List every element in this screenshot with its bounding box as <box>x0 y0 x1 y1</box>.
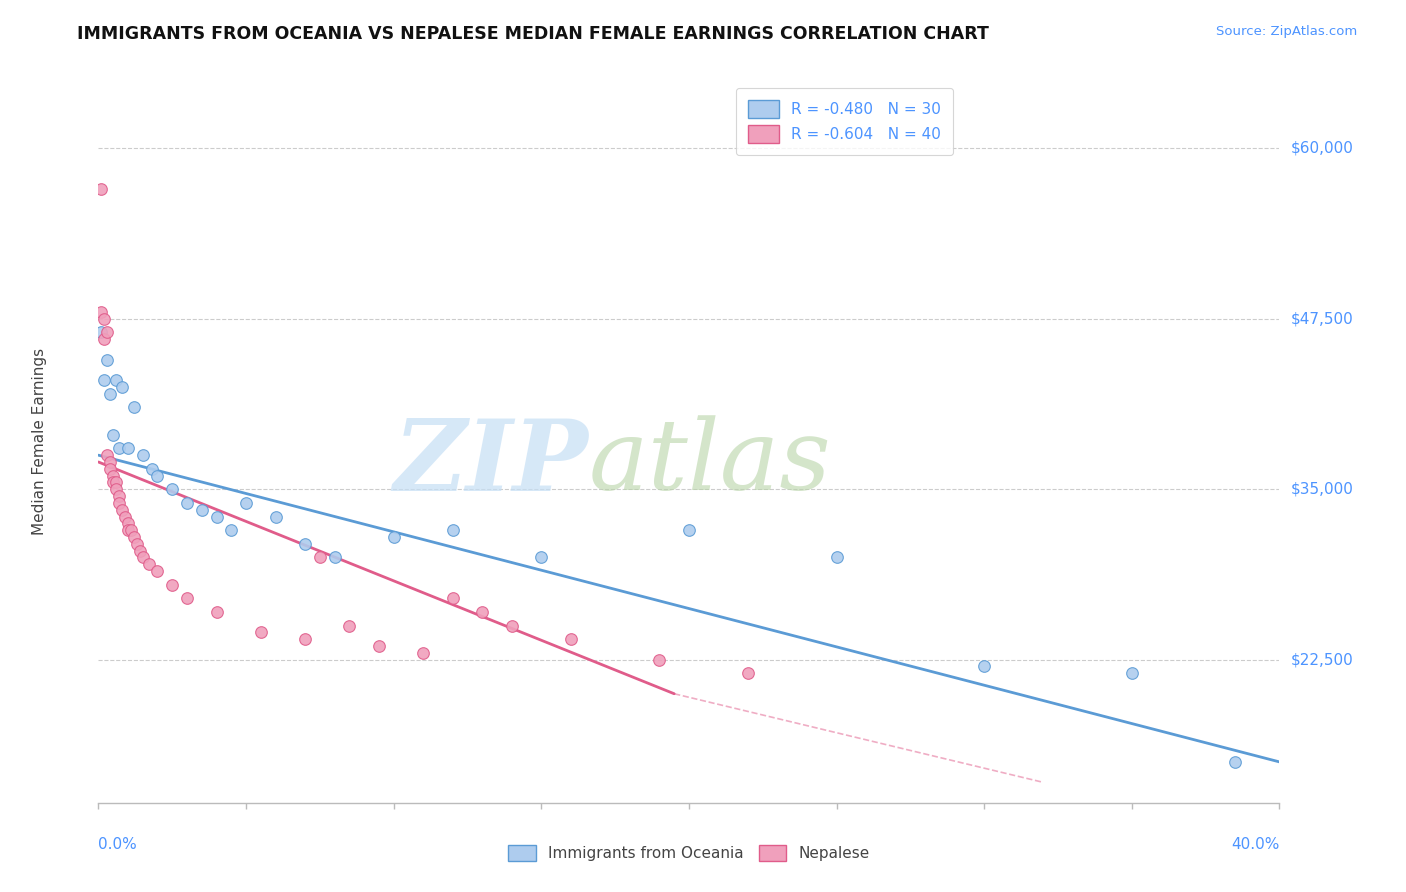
Point <box>111 380 134 394</box>
Text: IMMIGRANTS FROM OCEANIA VS NEPALESE MEDIAN FEMALE EARNINGS CORRELATION CHART: IMMIGRANTS FROM OCEANIA VS NEPALESE MEDI… <box>77 25 990 43</box>
Point <box>825 550 848 565</box>
Point <box>117 442 139 456</box>
Point <box>264 509 287 524</box>
Point <box>103 475 125 490</box>
Point <box>146 468 169 483</box>
Point <box>339 618 361 632</box>
Point <box>103 427 125 442</box>
Point <box>309 550 332 565</box>
Point <box>648 653 671 667</box>
Point <box>93 373 115 387</box>
Point <box>103 468 125 483</box>
Text: ZIP: ZIP <box>394 415 589 511</box>
Point <box>98 387 121 401</box>
Point <box>96 352 118 367</box>
Point <box>382 530 405 544</box>
Point <box>93 311 115 326</box>
Point <box>138 558 160 572</box>
Point <box>191 502 214 516</box>
Point <box>162 482 183 496</box>
Point <box>146 564 169 578</box>
Point <box>98 462 121 476</box>
Point <box>441 523 464 537</box>
Text: $60,000: $60,000 <box>1291 141 1354 156</box>
Point <box>111 502 134 516</box>
Point <box>294 537 316 551</box>
Point <box>90 305 112 319</box>
Point <box>141 462 163 476</box>
Point <box>530 550 553 565</box>
Point <box>90 326 112 340</box>
Point <box>96 448 118 462</box>
Point <box>737 666 759 681</box>
Point <box>501 618 523 632</box>
Point <box>678 523 700 537</box>
Point <box>117 516 139 531</box>
Point <box>221 523 243 537</box>
Point <box>132 550 155 565</box>
Point <box>105 475 128 490</box>
Point <box>96 326 118 340</box>
Point <box>93 332 115 346</box>
Point <box>162 577 183 591</box>
Text: 0.0%: 0.0% <box>98 837 138 852</box>
Point <box>120 523 142 537</box>
Point <box>1225 755 1247 769</box>
Point <box>412 646 434 660</box>
Point <box>108 496 131 510</box>
Text: atlas: atlas <box>589 416 831 511</box>
Point <box>973 659 995 673</box>
Point <box>176 591 198 606</box>
Point <box>250 625 273 640</box>
Point <box>294 632 316 647</box>
Point <box>108 442 131 456</box>
Legend: Immigrants from Oceania, Nepalese: Immigrants from Oceania, Nepalese <box>502 839 876 867</box>
Point <box>90 182 112 196</box>
Point <box>105 482 128 496</box>
Text: 40.0%: 40.0% <box>1232 837 1279 852</box>
Point <box>471 605 494 619</box>
Text: Source: ZipAtlas.com: Source: ZipAtlas.com <box>1216 25 1357 38</box>
Text: $35,000: $35,000 <box>1291 482 1354 497</box>
Text: $47,500: $47,500 <box>1291 311 1354 326</box>
Point <box>441 591 464 606</box>
Point <box>560 632 582 647</box>
Point <box>108 489 131 503</box>
Point <box>323 550 346 565</box>
Point <box>114 509 136 524</box>
Point <box>368 639 391 653</box>
Point <box>122 530 145 544</box>
Point <box>205 509 228 524</box>
Text: $22,500: $22,500 <box>1291 652 1354 667</box>
Point <box>132 448 155 462</box>
Point <box>98 455 121 469</box>
Point <box>122 401 145 415</box>
Point <box>205 605 228 619</box>
Point <box>128 543 150 558</box>
Text: Median Female Earnings: Median Female Earnings <box>32 348 46 535</box>
Point <box>117 523 139 537</box>
Point <box>1121 666 1143 681</box>
Point <box>235 496 257 510</box>
Point <box>125 537 148 551</box>
Point <box>105 373 128 387</box>
Point <box>176 496 198 510</box>
